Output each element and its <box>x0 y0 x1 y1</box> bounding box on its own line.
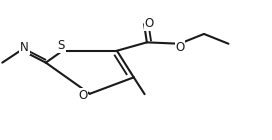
Text: S: S <box>58 39 65 52</box>
Text: O: O <box>144 17 154 30</box>
Text: O: O <box>78 89 88 102</box>
Text: O: O <box>175 41 185 54</box>
Text: N: N <box>20 41 29 54</box>
